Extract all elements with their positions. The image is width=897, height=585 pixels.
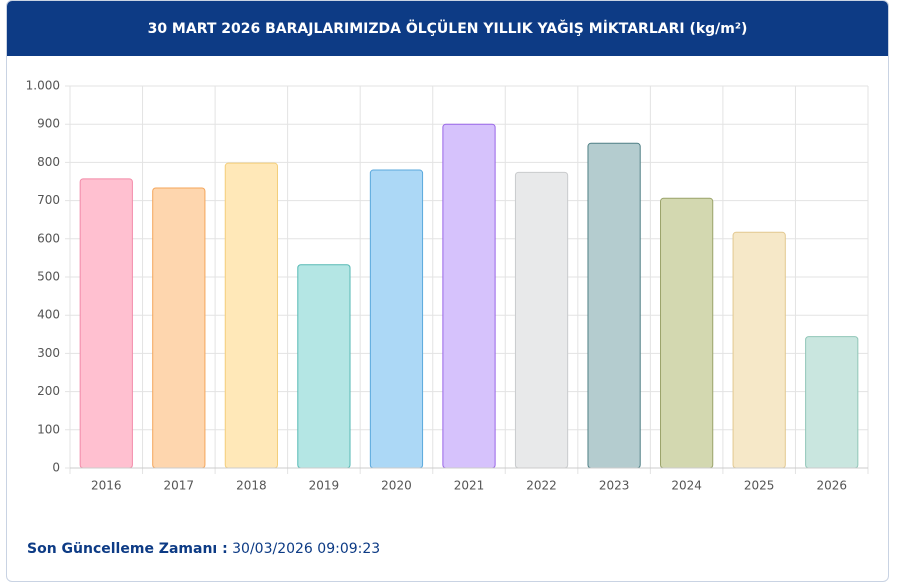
footer: Son Güncelleme Zamanı : 30/03/2026 09:09… — [27, 541, 380, 557]
chart-title: 30 MART 2026 BARAJLARIMIZDA ÖLÇÜLEN YILL… — [7, 1, 888, 56]
bar — [152, 187, 206, 469]
card: 30 MART 2026 BARAJLARIMIZDA ÖLÇÜLEN YILL… — [6, 0, 889, 582]
bar — [805, 336, 859, 469]
bar — [732, 231, 786, 469]
y-tick-label: 600 — [37, 231, 60, 245]
y-tick-label: 100 — [37, 422, 60, 436]
y-tick-label: 500 — [37, 270, 60, 284]
x-tick-label: 2018 — [236, 479, 267, 493]
bar — [442, 123, 496, 469]
x-tick-label: 2017 — [164, 479, 195, 493]
x-tick-label: 2016 — [91, 479, 122, 493]
y-tick-label: 800 — [37, 155, 60, 169]
y-tick-label: 900 — [37, 117, 60, 131]
x-tick-label: 2026 — [816, 479, 847, 493]
x-tick-label: 2025 — [744, 479, 775, 493]
y-tick-label: 200 — [37, 384, 60, 398]
y-tick-label: 0 — [52, 461, 60, 475]
footer-label: Son Güncelleme Zamanı : — [27, 541, 228, 557]
x-tick-label: 2024 — [671, 479, 702, 493]
x-tick-label: 2020 — [381, 479, 412, 493]
footer-value: 30/03/2026 09:09:23 — [232, 541, 381, 557]
x-tick-label: 2021 — [454, 479, 485, 493]
bar — [587, 142, 641, 469]
x-tick-label: 2022 — [526, 479, 557, 493]
bar — [660, 197, 714, 469]
y-tick-label: 1.000 — [26, 79, 60, 93]
bar — [297, 264, 351, 469]
y-tick-label: 400 — [37, 308, 60, 322]
x-tick-label: 2023 — [599, 479, 630, 493]
y-tick-label: 700 — [37, 193, 60, 207]
x-tick-label: 2019 — [309, 479, 340, 493]
bar — [514, 171, 569, 469]
bar — [369, 169, 424, 469]
y-tick-label: 300 — [37, 346, 60, 360]
bar — [79, 178, 133, 469]
bar — [224, 162, 278, 469]
